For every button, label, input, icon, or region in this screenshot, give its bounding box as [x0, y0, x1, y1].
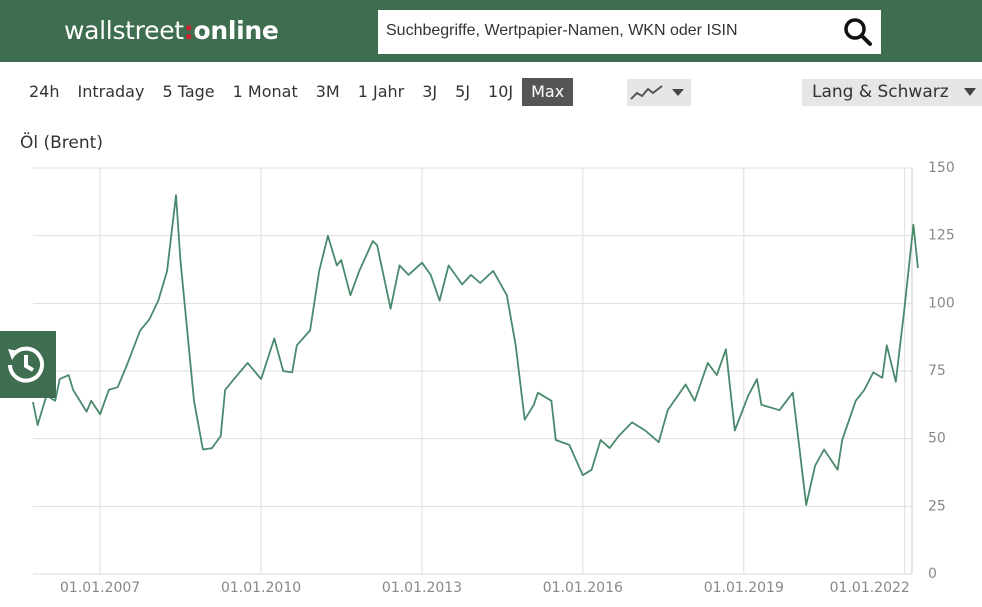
dropdown-arrow	[964, 88, 976, 96]
logo-text: wallstreet	[64, 16, 184, 45]
range-button[interactable]: Max	[522, 78, 574, 106]
x-tick-label: 01.01.2013	[382, 580, 462, 596]
range-button[interactable]: 24h	[29, 82, 60, 101]
y-tick-label: 150	[928, 160, 955, 176]
logo-colon: :	[183, 16, 194, 45]
price-line	[32, 194, 919, 506]
x-tick-label: 01.01.2007	[60, 580, 140, 596]
y-tick-label: 0	[928, 566, 937, 582]
search-box[interactable]: Suchbegriffe, Wertpapier-Namen, WKN oder…	[378, 10, 881, 54]
x-tick-label: 01.01.2016	[543, 580, 623, 596]
y-tick-label: 50	[928, 431, 946, 447]
range-toolbar: 24h Intraday 5 Tage 1 Monat 3M 1 Jahr 3J 5J 10J M…	[20, 78, 574, 106]
range-button[interactable]: 5 Tage	[162, 82, 215, 101]
range-button[interactable]: 3M	[315, 82, 340, 101]
y-tick-label: 25	[928, 498, 946, 514]
x-tick-label: 01.01.2019	[704, 580, 784, 596]
search-placeholder: Suchbegriffe, Wertpapier-Namen, WKN oder…	[386, 22, 738, 39]
range-button[interactable]: 10J	[488, 82, 514, 101]
search-icon[interactable]	[843, 17, 873, 47]
header: wallstreet:online Suchbegriffe, Wertpapi…	[0, 0, 982, 62]
logo-text: online	[193, 16, 279, 45]
chart-type-select[interactable]	[627, 79, 691, 106]
history-button[interactable]	[0, 331, 56, 398]
y-tick-label: 100	[928, 295, 955, 311]
range-button[interactable]: 3J	[422, 82, 438, 101]
range-button[interactable]: 1 Monat	[232, 82, 298, 101]
range-button[interactable]: 5J	[455, 82, 471, 101]
exchange-select[interactable]: Lang & Schwarz	[802, 79, 982, 106]
logo[interactable]: wallstreet:online	[64, 16, 279, 45]
y-tick-label: 125	[928, 228, 955, 244]
x-tick-label: 01.01.2010	[221, 580, 301, 596]
chart-title: Öl (Brent)	[20, 133, 103, 153]
x-tick-label: 01.01.2022	[830, 580, 910, 596]
history-icon	[8, 346, 44, 383]
exchange-label: Lang & Schwarz	[812, 82, 949, 102]
y-tick-label: 75	[928, 363, 946, 379]
range-button[interactable]: Intraday	[77, 82, 145, 101]
chart-type-icon	[630, 85, 684, 100]
range-button[interactable]: 1 Jahr	[357, 82, 405, 101]
